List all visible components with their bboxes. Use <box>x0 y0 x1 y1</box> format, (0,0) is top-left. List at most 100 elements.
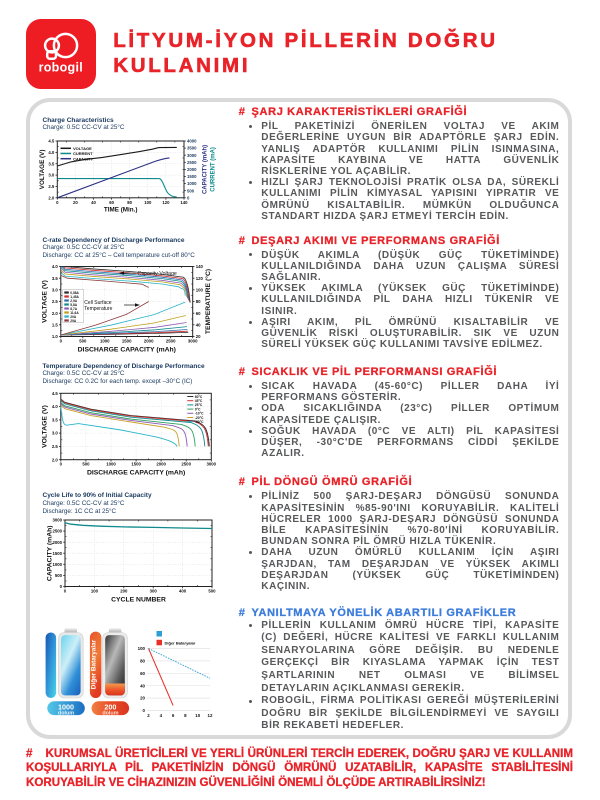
svg-text:VOLTAGE (V): VOLTAGE (V) <box>41 405 48 448</box>
svg-text:11,6A: 11,6A <box>70 311 79 315</box>
svg-text:40: 40 <box>196 322 201 327</box>
svg-text:100: 100 <box>138 646 146 651</box>
svg-text:140: 140 <box>196 264 204 269</box>
svg-text:4.5: 4.5 <box>48 139 55 144</box>
svg-text:3.0: 3.0 <box>52 431 59 436</box>
svg-text:-30°C: -30°C <box>195 420 204 424</box>
svg-text:3000: 3000 <box>52 518 62 523</box>
svg-text:3500: 3500 <box>187 146 197 151</box>
svg-text:0: 0 <box>143 708 146 713</box>
svg-text:140: 140 <box>180 200 188 205</box>
svg-text:3.0: 3.0 <box>52 287 59 292</box>
svg-text:DISCHARGE CAPACITY (mAh): DISCHARGE CAPACITY (mAh) <box>78 346 176 353</box>
svg-text:40: 40 <box>140 683 145 688</box>
svg-text:Diğer Bataryalar: Diğer Bataryalar <box>165 641 196 646</box>
svg-text:3.5: 3.5 <box>48 161 55 166</box>
svg-text:1000: 1000 <box>187 181 197 186</box>
svg-text:6: 6 <box>172 713 175 718</box>
svg-text:500: 500 <box>55 573 63 578</box>
svg-text:2.0: 2.0 <box>52 457 59 462</box>
svg-text:1000: 1000 <box>52 562 62 567</box>
svg-text:3.5: 3.5 <box>52 276 59 281</box>
svg-text:robogil: robogil <box>39 61 83 75</box>
svg-text:400: 400 <box>179 589 187 594</box>
svg-text:3.0: 3.0 <box>48 173 55 178</box>
svg-text:2,9A: 2,9A <box>70 299 77 303</box>
svg-text:1500: 1500 <box>131 462 141 467</box>
svg-text:-10°C: -10°C <box>195 412 204 416</box>
svg-text:-20°C: -20°C <box>195 416 204 420</box>
svg-text:500: 500 <box>82 462 90 467</box>
svg-text:TIME (Min.): TIME (Min.) <box>104 206 138 213</box>
svg-text:2500: 2500 <box>52 529 62 534</box>
svg-text:CAPACITY (mAh): CAPACITY (mAh) <box>203 145 209 194</box>
svg-text:0: 0 <box>60 462 63 467</box>
svg-text:60: 60 <box>109 200 114 205</box>
svg-text:1.0: 1.0 <box>52 334 59 339</box>
svg-text:500: 500 <box>208 589 216 594</box>
svg-text:1000: 1000 <box>100 339 110 344</box>
svg-text:0,58A: 0,58A <box>70 291 79 295</box>
svg-text:0°C: 0°C <box>195 407 201 411</box>
svg-text:20: 20 <box>73 200 78 205</box>
svg-text:10: 10 <box>195 713 200 718</box>
svg-text:2.5: 2.5 <box>52 444 59 449</box>
svg-text:2500: 2500 <box>166 339 176 344</box>
svg-text:VOLTAGE (V): VOLTAGE (V) <box>41 280 48 323</box>
svg-text:2.5: 2.5 <box>52 299 59 304</box>
svg-text:dolum: dolum <box>102 711 118 717</box>
svg-text:2.5: 2.5 <box>48 184 55 189</box>
svg-text:80: 80 <box>196 299 201 304</box>
svg-text:2.0: 2.0 <box>52 311 59 316</box>
svg-text:4.0: 4.0 <box>48 150 55 155</box>
svg-text:100: 100 <box>144 200 152 205</box>
svg-text:CURRENT: CURRENT <box>73 151 93 156</box>
svg-text:500: 500 <box>187 188 195 193</box>
svg-text:2000: 2000 <box>52 540 62 545</box>
svg-text:1500: 1500 <box>52 551 62 556</box>
svg-text:29A: 29A <box>70 319 77 323</box>
svg-text:1000: 1000 <box>58 702 74 711</box>
svg-text:4.0: 4.0 <box>52 264 59 269</box>
svg-text:Capacity-Voltage: Capacity-Voltage <box>138 271 177 277</box>
svg-text:300: 300 <box>150 589 158 594</box>
svg-text:200: 200 <box>120 589 128 594</box>
svg-text:20: 20 <box>140 696 145 701</box>
svg-text:VOLTAGE (V): VOLTAGE (V) <box>39 150 46 190</box>
svg-text:4: 4 <box>160 713 163 718</box>
svg-text:4.0: 4.0 <box>52 404 59 409</box>
svg-text:0: 0 <box>60 339 63 344</box>
svg-text:100: 100 <box>91 589 99 594</box>
svg-text:CAPACITY: CAPACITY <box>73 156 93 161</box>
svg-text:100: 100 <box>196 287 204 292</box>
svg-text:80: 80 <box>140 659 145 664</box>
svg-text:3000: 3000 <box>187 153 197 158</box>
svg-text:dolum: dolum <box>58 711 74 717</box>
svg-text:2000: 2000 <box>156 462 166 467</box>
svg-text:500: 500 <box>79 339 87 344</box>
svg-text:2000: 2000 <box>144 339 154 344</box>
svg-text:CYCLE NUMBER: CYCLE NUMBER <box>111 596 166 603</box>
svg-text:0: 0 <box>187 195 190 200</box>
svg-text:2.0: 2.0 <box>48 195 55 200</box>
svg-text:2500: 2500 <box>181 462 191 467</box>
svg-text:2500: 2500 <box>187 160 197 165</box>
svg-text:8: 8 <box>184 713 187 718</box>
svg-text:12: 12 <box>208 713 213 718</box>
svg-text:CAPACITY (mAh): CAPACITY (mAh) <box>46 525 53 581</box>
svg-text:0: 0 <box>64 589 67 594</box>
svg-text:5,8A: 5,8A <box>70 303 77 307</box>
svg-text:4000: 4000 <box>187 139 197 144</box>
svg-text:120: 120 <box>162 200 170 205</box>
svg-text:VOLTAGE: VOLTAGE <box>73 146 92 151</box>
svg-text:1,45A: 1,45A <box>70 295 79 299</box>
svg-text:60: 60 <box>140 671 145 676</box>
svg-text:CURRENT (mA): CURRENT (mA) <box>211 147 217 192</box>
svg-text:60°C: 60°C <box>195 395 203 399</box>
svg-text:8,7A: 8,7A <box>70 307 77 311</box>
svg-text:200: 200 <box>104 702 116 711</box>
svg-text:0: 0 <box>56 200 59 205</box>
svg-text:Diğer Bataryalar: Diğer Bataryalar <box>91 639 98 689</box>
svg-text:60: 60 <box>196 311 201 316</box>
svg-text:1.5: 1.5 <box>52 322 59 327</box>
